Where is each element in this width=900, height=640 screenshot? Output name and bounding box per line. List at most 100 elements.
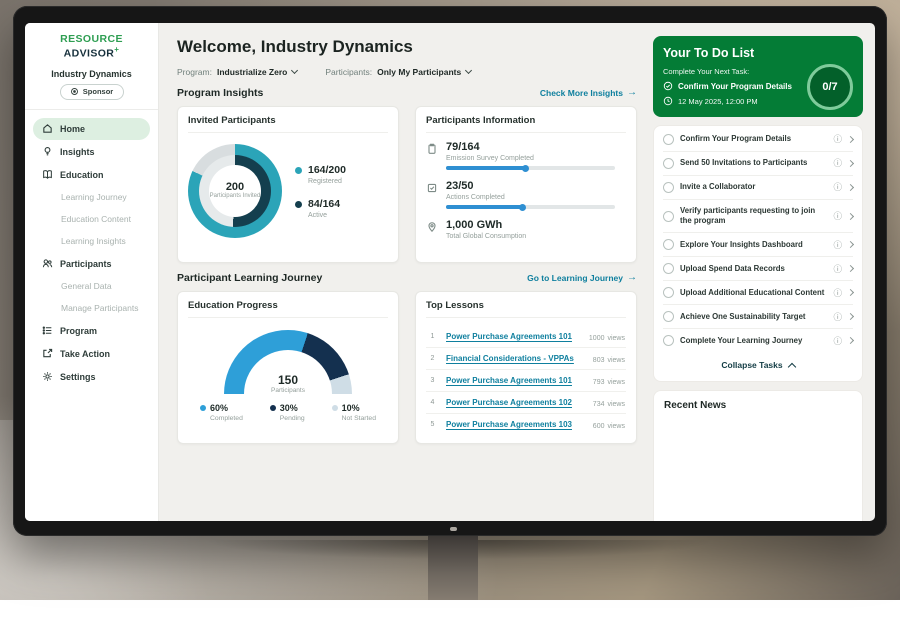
- info-icon[interactable]: ⓘ: [833, 158, 842, 169]
- legend-label: Completed: [210, 415, 243, 422]
- todo-panel: Your To Do List Complete Your Next Task:…: [651, 23, 875, 521]
- lesson-views: 793: [592, 378, 605, 386]
- chevron-down-icon: [465, 66, 473, 75]
- invited-participants-card: Invited Participants 200 Participants In…: [177, 106, 399, 263]
- views-suffix: views: [607, 334, 625, 342]
- task-row[interactable]: Upload Additional Educational Content ⓘ: [663, 281, 855, 306]
- chevron-right-icon[interactable]: [846, 337, 855, 345]
- sidebar-item-program[interactable]: Program: [33, 320, 150, 342]
- legend-dot-navy: [295, 200, 302, 208]
- task-checkbox[interactable]: [663, 182, 674, 193]
- sidebar-item-insights[interactable]: Insights: [33, 141, 150, 163]
- task-row[interactable]: Explore Your Insights Dashboard ⓘ: [663, 233, 855, 258]
- progress-bar: [446, 164, 616, 172]
- todo-next-task[interactable]: Confirm Your Program Details: [663, 81, 813, 91]
- sidebar-item-learning-insights[interactable]: Learning Insights: [33, 231, 150, 252]
- arrow-right-icon: →: [627, 87, 637, 98]
- chevron-right-icon[interactable]: [846, 135, 855, 144]
- program-filter[interactable]: Program: Industrialize Zero: [177, 66, 299, 77]
- section-title: Program Insights: [177, 87, 264, 99]
- chevron-right-icon[interactable]: [846, 265, 855, 273]
- sidebar-item-home[interactable]: Home: [33, 117, 150, 140]
- list-icon: [42, 326, 52, 335]
- metric-value: 1,000 GWh: [446, 219, 503, 231]
- check-more-insights-link[interactable]: Check More Insights →: [540, 87, 637, 99]
- next-task-label: Confirm Your Program Details: [678, 81, 792, 91]
- sidebar-item-general-data[interactable]: General Data: [33, 276, 150, 297]
- task-checkbox[interactable]: [663, 287, 674, 299]
- task-row[interactable]: Send 50 Invitations to Participants ⓘ: [663, 152, 855, 176]
- filter-bar: Program: Industrialize Zero Participants…: [177, 66, 637, 77]
- gear-icon: [43, 372, 52, 381]
- lesson-link[interactable]: Power Purchase Agreements 103: [446, 420, 572, 429]
- participants-information-card: Participants Information 79/164 Emission…: [415, 106, 637, 263]
- lesson-views: 803: [592, 356, 605, 364]
- task-checkbox[interactable]: [663, 210, 674, 222]
- sidebar-item-participants[interactable]: Participants: [33, 253, 150, 275]
- chevron-right-icon[interactable]: [846, 159, 855, 168]
- legend-pct: 60%: [210, 403, 229, 413]
- task-checkbox[interactable]: [663, 158, 674, 169]
- go-to-learning-journey-link[interactable]: Go to Learning Journey →: [527, 273, 637, 284]
- lesson-link[interactable]: Power Purchase Agreements 101: [446, 376, 572, 385]
- info-icon[interactable]: ⓘ: [833, 134, 842, 145]
- participants-filter[interactable]: Participants: Only My Participants: [325, 66, 473, 77]
- task-label: Achieve One Sustainability Target: [680, 311, 806, 321]
- lesson-views: 1000: [588, 334, 605, 342]
- legend-completed: 60% Completed: [200, 403, 243, 422]
- sidebar-item-settings[interactable]: Settings: [33, 366, 150, 388]
- progress-fill: [446, 164, 530, 172]
- task-row[interactable]: Confirm Your Program Details ⓘ: [663, 128, 855, 152]
- todo-due-date: 12 May 2025, 12:00 PM: [663, 96, 853, 106]
- lesson-link[interactable]: Power Purchase Agreements 101: [446, 332, 572, 341]
- sidebar-item-education-content[interactable]: Education Content: [33, 209, 150, 230]
- sponsor-badge[interactable]: Sponsor: [59, 83, 124, 100]
- info-icon[interactable]: ⓘ: [833, 311, 842, 322]
- main-content: Welcome, Industry Dynamics Program: Indu…: [159, 23, 651, 521]
- task-row[interactable]: Invite a Collaborator ⓘ: [663, 176, 855, 200]
- metric-label: Emission Survey Completed: [446, 155, 534, 162]
- sidebar-item-take-action[interactable]: Take Action: [33, 343, 150, 365]
- lesson-link[interactable]: Financial Considerations - VPPAs: [446, 354, 574, 363]
- task-checkbox[interactable]: [663, 239, 674, 251]
- views-suffix: views: [607, 356, 625, 364]
- card-title: Education Progress: [188, 300, 388, 318]
- chevron-right-icon[interactable]: [846, 212, 855, 220]
- lesson-link[interactable]: Power Purchase Agreements 102: [446, 398, 572, 407]
- progress-fill: [446, 203, 526, 211]
- chevron-right-icon[interactable]: [846, 183, 855, 192]
- task-row[interactable]: Verify participants requesting to join t…: [663, 200, 855, 234]
- recent-news-card: Recent News: [653, 390, 863, 521]
- logo-resource: RESOURCE: [60, 33, 123, 45]
- chevron-right-icon[interactable]: [846, 241, 855, 249]
- task-row[interactable]: Upload Spend Data Records ⓘ: [663, 257, 855, 282]
- task-checkbox[interactable]: [663, 134, 674, 145]
- sidebar-item-education[interactable]: Education: [33, 164, 150, 186]
- lesson-rank: 4: [430, 399, 435, 406]
- task-checkbox[interactable]: [663, 335, 674, 347]
- info-icon[interactable]: ⓘ: [833, 335, 842, 346]
- legend-label: Registered: [308, 177, 342, 185]
- chevron-right-icon[interactable]: [846, 313, 855, 321]
- sponsor-badge-label: Sponsor: [82, 87, 114, 96]
- views-suffix: views: [607, 400, 625, 408]
- chevron-right-icon[interactable]: [846, 289, 855, 297]
- info-icon[interactable]: ⓘ: [833, 239, 842, 250]
- task-checkbox[interactable]: [663, 311, 674, 323]
- info-icon[interactable]: ⓘ: [833, 287, 842, 298]
- legend-value: 84/164: [308, 197, 341, 210]
- info-icon[interactable]: ⓘ: [833, 263, 842, 274]
- task-checkbox[interactable]: [663, 263, 674, 275]
- learning-journey-header: Participant Learning Journey Go to Learn…: [177, 272, 637, 284]
- due-date-label: 12 May 2025, 12:00 PM: [678, 96, 758, 106]
- task-row[interactable]: Complete Your Learning Journey ⓘ: [663, 329, 855, 352]
- sidebar-item-label: Education: [60, 169, 104, 180]
- info-icon[interactable]: ⓘ: [833, 182, 842, 193]
- metric-value: 23/50: [446, 180, 474, 192]
- task-row[interactable]: Achieve One Sustainability Target ⓘ: [663, 305, 855, 330]
- donut-center-value: 200: [225, 181, 245, 194]
- info-icon[interactable]: ⓘ: [833, 210, 842, 221]
- sidebar-item-manage-participants[interactable]: Manage Participants: [33, 298, 150, 319]
- collapse-tasks-button[interactable]: Collapse Tasks: [663, 352, 853, 379]
- sidebar-item-learning-journey[interactable]: Learning Journey: [33, 187, 150, 208]
